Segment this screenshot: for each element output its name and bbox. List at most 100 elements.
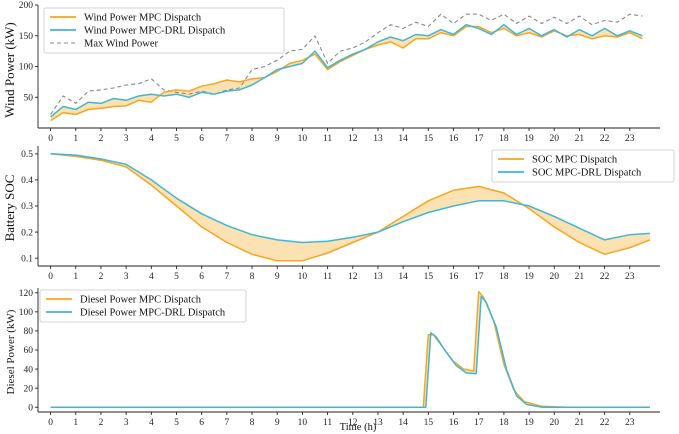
legend: Diesel Power MPC Dispatch Diesel Power MP… [39, 289, 247, 323]
x-tick-label: 4 [149, 418, 154, 428]
legend-box [491, 149, 675, 183]
legend-box [39, 289, 247, 323]
x-tick-label: 5 [174, 272, 179, 282]
soc-mpc-dispatch-line [50, 153, 651, 262]
x-tick-label: 2 [99, 418, 104, 428]
y-tick-label: 0.1 [21, 254, 33, 264]
x-tick-label: 13 [373, 272, 383, 282]
x-tick-label: 8 [250, 272, 255, 282]
x-tick-label: 11 [323, 134, 332, 144]
x-tick-label: 6 [199, 134, 204, 144]
x-tick-label: 11 [323, 418, 332, 428]
legend-label-soc-mpc-dispatch: SOC MPC Dispatch [532, 155, 618, 166]
x-tick-label: 18 [499, 272, 509, 282]
legend-label-diesel-power-mpc-drl-dispatch: Diesel Power MPC-DRL Dispatch [80, 308, 226, 319]
legend-label-max-wind-power: Max Wind Power [84, 39, 159, 50]
time-x-axis-label: Time (h) [340, 422, 377, 433]
x-tick-label: 12 [348, 134, 358, 144]
x-tick-label: 16 [449, 272, 459, 282]
x-tick-label: 3 [124, 418, 129, 428]
x-tick-label: 13 [373, 418, 383, 428]
y-tick-label: 60 [24, 346, 34, 356]
x-tick-label: 12 [348, 418, 358, 428]
x-tick-label: 1 [73, 134, 78, 144]
y-tick-label: 200 [19, 1, 34, 11]
x-tick-label: 16 [449, 418, 459, 428]
x-tick-label: 10 [298, 418, 308, 428]
x-tick-label: 10 [298, 134, 308, 144]
x-tick-label: 20 [549, 418, 559, 428]
x-tick-label: 0 [48, 272, 53, 282]
y-tick-label: 150 [19, 32, 34, 42]
y-tick-label: 40 [24, 365, 34, 375]
difference-shaded-area [50, 24, 643, 121]
wind-power-y-axis-label: Wind Power (kW) [2, 22, 17, 118]
x-tick-label: 19 [524, 272, 534, 282]
x-tick-label: 7 [224, 272, 229, 282]
diesel-power-mpc-drl-dispatch-line [50, 295, 650, 408]
x-tick-label: 19 [524, 418, 534, 428]
x-tick-label: 7 [224, 134, 229, 144]
x-tick-label: 8 [250, 418, 255, 428]
wind-power-mpc-drl-dispatch-line [50, 23, 643, 118]
x-tick-label: 8 [250, 134, 255, 144]
y-tick-label: 100 [19, 308, 34, 318]
x-tick-label: 12 [348, 272, 358, 282]
legend: SOC MPC Dispatch SOC MPC-DRL Dispatch [491, 149, 675, 183]
x-tick-label: 16 [449, 134, 459, 144]
x-tick-label: 14 [398, 418, 408, 428]
x-tick-label: 23 [625, 134, 635, 144]
diesel-power-panel: Diesel Power (kW) Time (h) 0204060801001… [5, 288, 660, 433]
x-tick-label: 3 [124, 272, 129, 282]
x-tick-label: 11 [323, 272, 332, 282]
x-tick-label: 2 [99, 134, 104, 144]
y-tick-label: 20 [24, 384, 34, 394]
x-tick-label: 10 [298, 272, 308, 282]
x-tick-label: 9 [275, 418, 280, 428]
x-tick-label: 0 [48, 418, 53, 428]
x-tick-label: 19 [524, 134, 534, 144]
x-tick-label: 1 [73, 272, 78, 282]
x-tick-label: 15 [424, 134, 434, 144]
y-tick-label: 50 [24, 93, 34, 103]
legend: Wind Power MPC Dispatch Wind Power MPC-DR… [43, 7, 285, 54]
legend-box [43, 7, 285, 54]
x-tick-label: 2 [99, 272, 104, 282]
diesel-power-mpc-dispatch-line [50, 291, 650, 408]
x-tick-label: 13 [373, 134, 383, 144]
x-tick-label: 4 [149, 272, 154, 282]
battery-soc-y-axis-label: Battery SOC [2, 175, 17, 242]
x-tick-label: 14 [398, 134, 408, 144]
y-tick-label: 100 [19, 63, 34, 73]
x-tick-label: 20 [549, 134, 559, 144]
x-tick-label: 15 [424, 418, 434, 428]
x-tick-label: 6 [199, 272, 204, 282]
x-tick-label: 4 [149, 134, 154, 144]
x-tick-label: 21 [575, 272, 585, 282]
wind-power-mpc-dispatch-line [50, 25, 643, 122]
x-tick-label: 6 [199, 418, 204, 428]
x-tick-label: 5 [174, 134, 179, 144]
x-tick-label: 9 [275, 134, 280, 144]
x-tick-label: 21 [575, 418, 585, 428]
y-tick-label: 0 [28, 403, 33, 413]
y-tick-label: 120 [19, 289, 34, 299]
x-tick-label: 22 [600, 134, 610, 144]
x-tick-label: 0 [48, 134, 53, 144]
legend-label-wind-power-mpc-drl-dispatch: Wind Power MPC-DRL Dispatch [84, 26, 226, 37]
x-tick-label: 23 [625, 418, 635, 428]
x-tick-label: 23 [625, 272, 635, 282]
x-tick-label: 20 [549, 272, 559, 282]
legend-label-soc-mpc-drl-dispatch: SOC MPC-DRL Dispatch [532, 168, 642, 179]
y-tick-label: 0.5 [21, 150, 33, 160]
legend-label-diesel-power-mpc-dispatch: Diesel Power MPC Dispatch [80, 295, 202, 306]
x-tick-label: 7 [224, 418, 229, 428]
soc-mpc-drl-dispatch-line [50, 153, 650, 244]
y-tick-label: 0.2 [21, 228, 33, 238]
x-tick-label: 17 [474, 418, 484, 428]
diesel-power-y-axis-label: Diesel Power (kW) [5, 309, 17, 394]
x-tick-label: 22 [600, 418, 610, 428]
x-tick-label: 15 [424, 272, 434, 282]
x-tick-label: 3 [124, 134, 129, 144]
